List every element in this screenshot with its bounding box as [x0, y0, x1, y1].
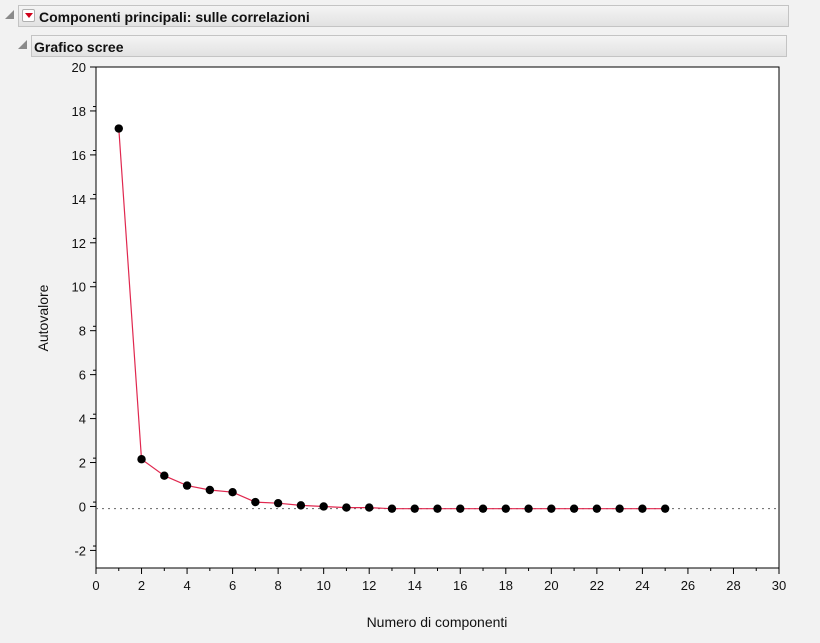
x-tick-label: 14: [407, 578, 421, 593]
disclosure-triangle-icon[interactable]: [18, 40, 27, 49]
data-point: [273, 498, 283, 508]
subsection-title: Grafico scree: [34, 39, 124, 55]
x-tick-label: 24: [635, 578, 649, 593]
x-tick-label: 10: [316, 578, 330, 593]
data-point: [387, 504, 397, 513]
data-point: [137, 455, 146, 464]
data-point: [501, 504, 510, 513]
x-tick-label: 2: [138, 578, 145, 593]
x-tick-label: 0: [92, 578, 99, 593]
red-triangle-menu-icon[interactable]: [22, 9, 35, 22]
data-point: [160, 471, 169, 480]
x-tick-label: 28: [726, 578, 740, 593]
data-point: [524, 504, 533, 513]
data-point: [660, 504, 670, 513]
data-point: [365, 503, 374, 512]
y-tick-label: 20: [72, 60, 86, 75]
x-tick-label: 20: [544, 578, 558, 593]
data-point: [410, 504, 419, 513]
data-point: [182, 481, 192, 490]
data-point: [615, 504, 624, 513]
y-tick-label: 4: [79, 412, 86, 427]
data-point: [433, 504, 442, 513]
data-point: [114, 124, 123, 133]
data-point: [251, 497, 260, 507]
x-axis-title: Numero di componenti: [367, 614, 508, 630]
x-tick-label: 26: [681, 578, 695, 593]
y-tick-label: 14: [72, 192, 86, 207]
data-point: [205, 485, 215, 495]
data-point: [228, 487, 237, 497]
y-tick-label: 10: [72, 280, 86, 295]
y-tick-label: 2: [79, 456, 86, 471]
outline-header-scree: Grafico scree: [31, 35, 787, 57]
y-tick-label: 8: [79, 324, 86, 339]
y-tick-label: 6: [79, 368, 86, 383]
x-tick-label: 4: [183, 578, 190, 593]
x-tick-label: 8: [275, 578, 282, 593]
data-point: [456, 504, 465, 513]
data-point: [547, 504, 556, 513]
data-point: [569, 504, 579, 513]
data-point: [319, 502, 328, 511]
x-tick-label: 18: [499, 578, 513, 593]
outline-header-pca: Componenti principali: sulle correlazion…: [18, 5, 789, 27]
x-tick-label: 22: [590, 578, 604, 593]
y-axis-title: Autovalore: [35, 284, 51, 351]
y-tick-label: -2: [74, 543, 86, 558]
data-point: [638, 504, 647, 513]
y-tick-label: 18: [72, 104, 86, 119]
x-tick-label: 16: [453, 578, 467, 593]
disclosure-triangle-icon[interactable]: [5, 10, 14, 19]
data-point: [342, 503, 351, 512]
section-title: Componenti principali: sulle correlazion…: [39, 9, 310, 25]
plot-frame: [95, 66, 780, 569]
x-tick-label: 30: [772, 578, 786, 593]
x-tick-label: 12: [362, 578, 376, 593]
data-point: [592, 504, 602, 513]
x-tick-label: 6: [229, 578, 236, 593]
data-point: [478, 504, 488, 513]
data-point: [296, 501, 306, 510]
y-tick-label: 16: [72, 148, 86, 163]
y-tick-label: 12: [72, 236, 86, 251]
y-tick-label: 0: [79, 499, 86, 514]
